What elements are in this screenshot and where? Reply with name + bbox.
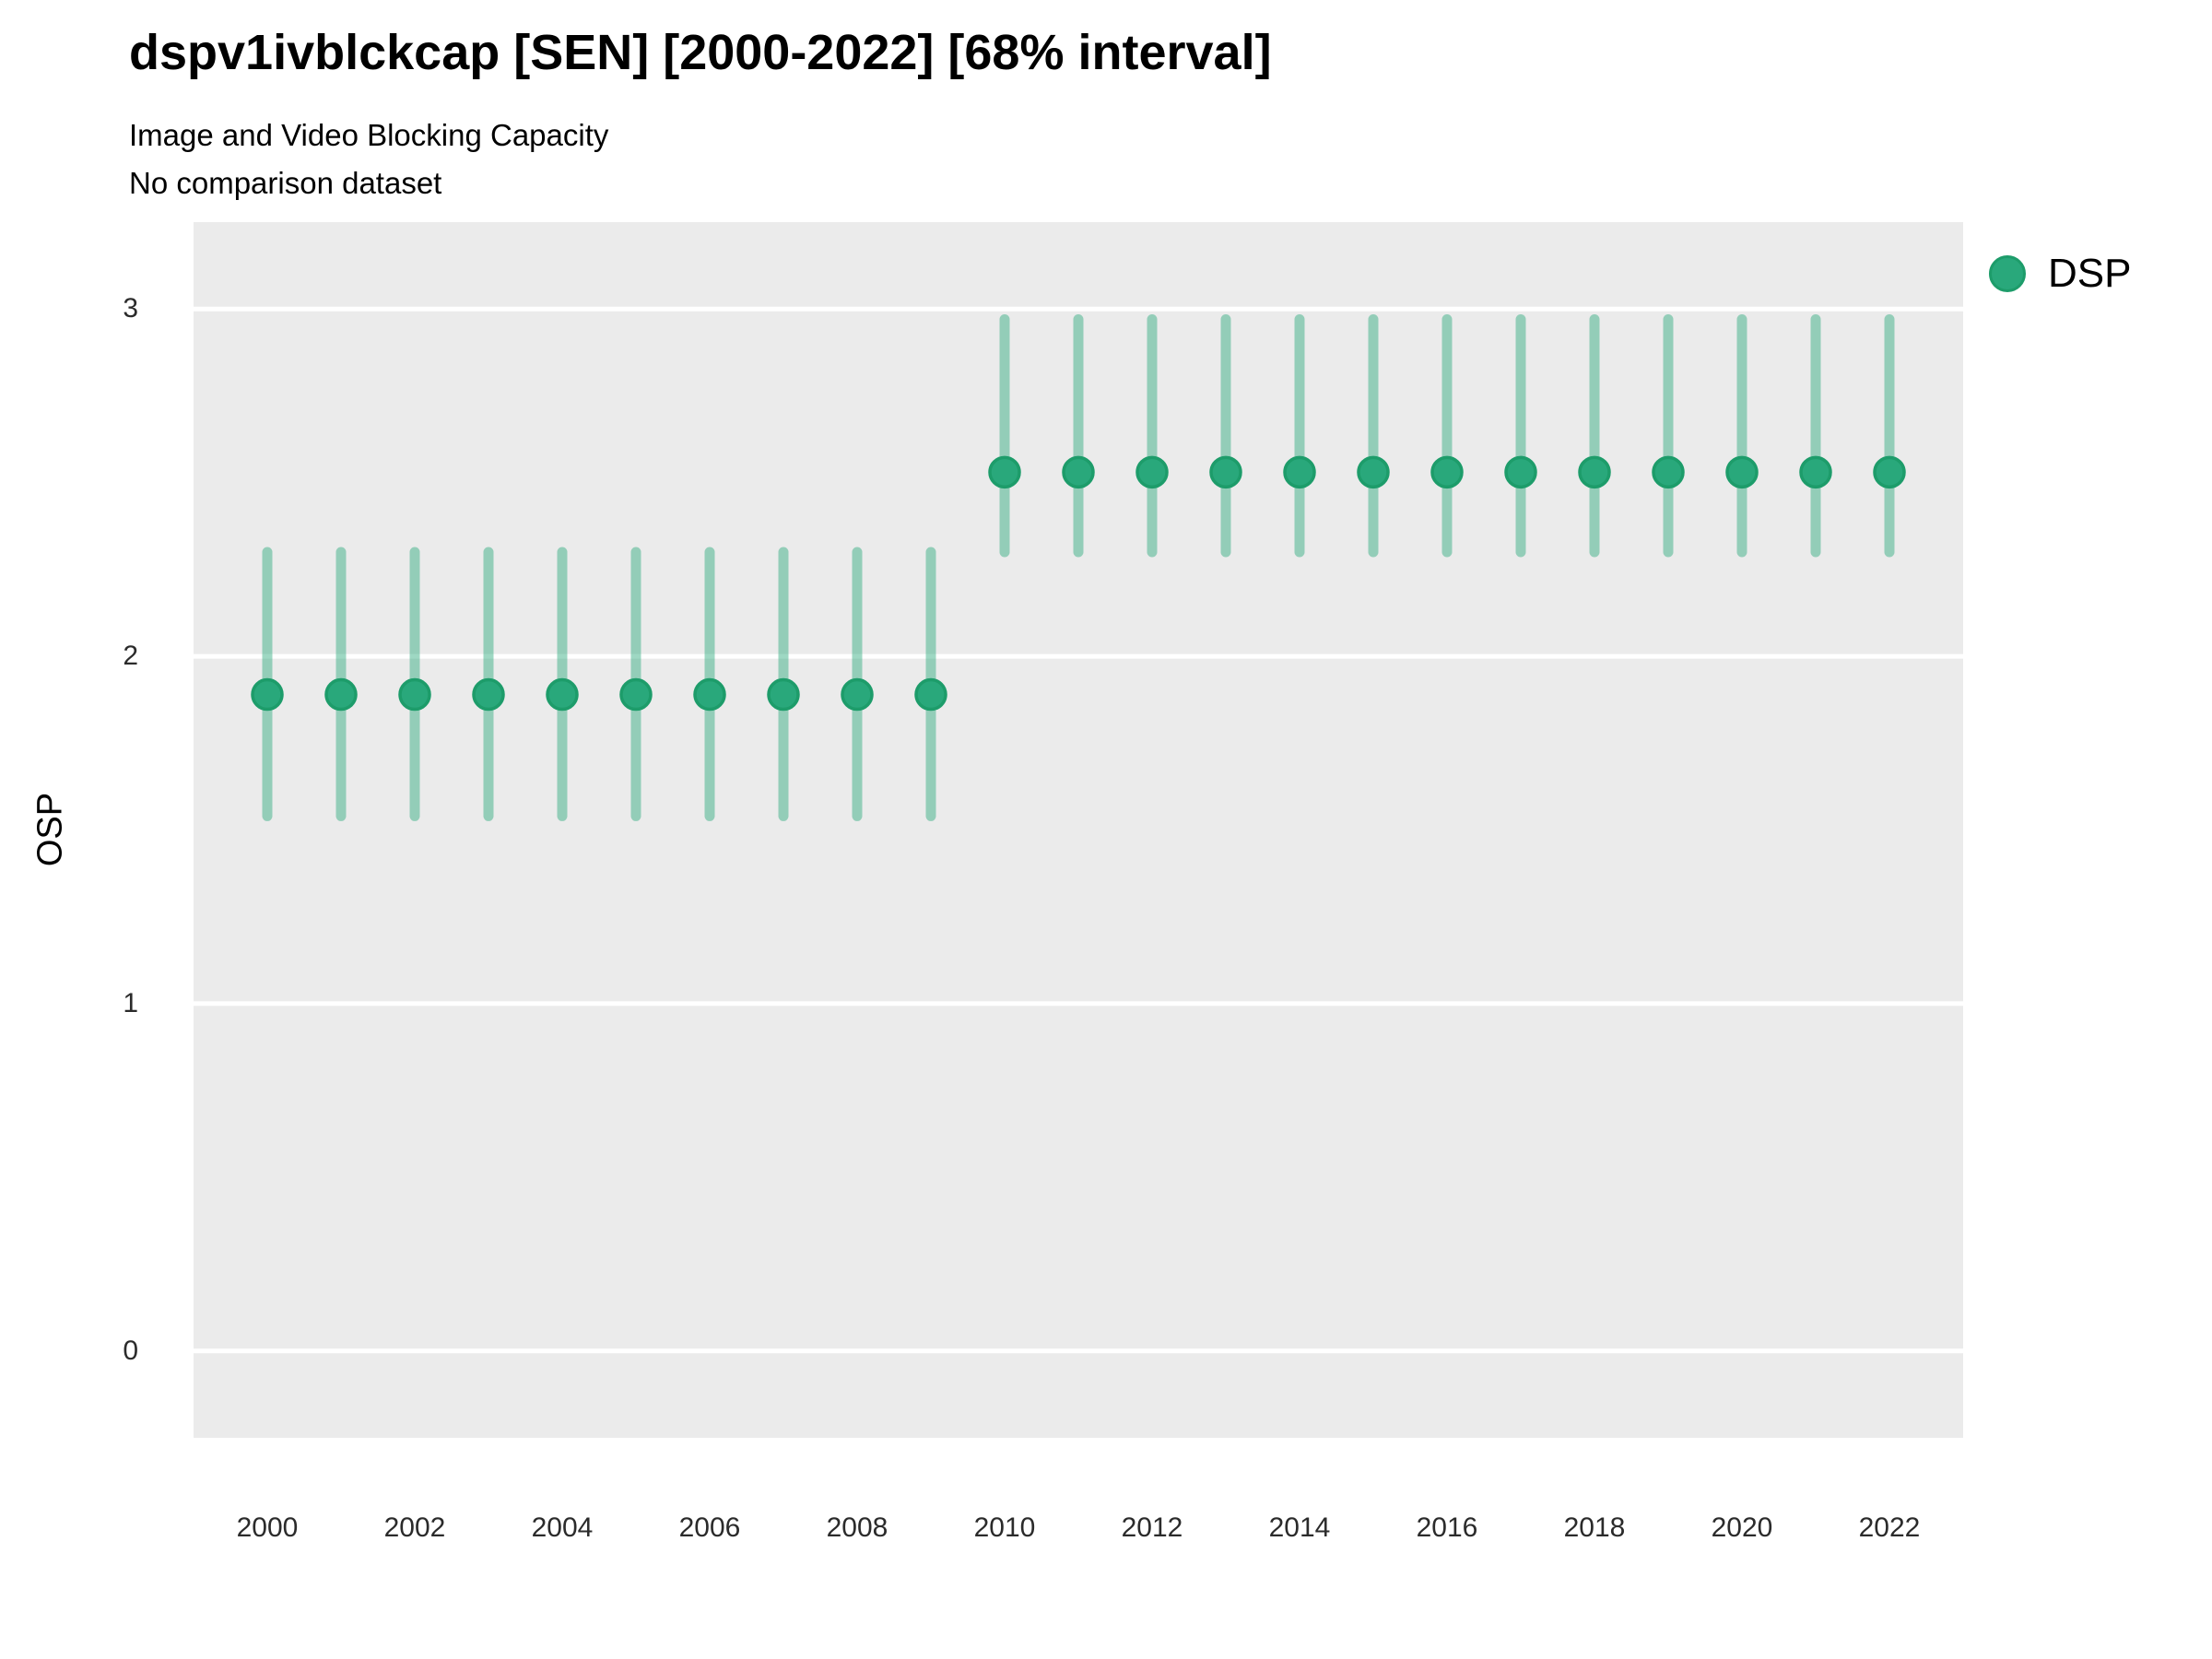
data-point (1652, 455, 1685, 489)
data-point (693, 677, 726, 712)
data-point (546, 677, 579, 712)
chart-subtitle: Image and Video Blocking Capacity (129, 118, 609, 152)
data-point (767, 677, 800, 712)
y-axis-tick-label: 3 (123, 293, 138, 324)
data-point (841, 677, 874, 712)
data-point (251, 677, 284, 712)
page-title: dspv1ivblckcap [SEN] [2000-2022] [68% in… (129, 25, 1272, 80)
x-axis-tick-label: 2018 (1563, 1512, 1626, 1543)
x-axis-tick-label: 2022 (1858, 1512, 1921, 1543)
data-point (1209, 455, 1242, 489)
x-axis-tick-label: 2010 (973, 1512, 1036, 1543)
x-axis-tick-label: 2000 (236, 1512, 299, 1543)
data-point (914, 677, 947, 712)
x-axis-tick-label: 2004 (531, 1512, 594, 1543)
data-point (398, 677, 431, 712)
data-point (619, 677, 653, 712)
plot-panel (194, 222, 1963, 1438)
legend-label: DSP (2048, 251, 2132, 296)
data-point (1578, 455, 1611, 489)
y-axis-title: OSP (30, 792, 70, 867)
x-axis-tick-label: 2012 (1121, 1512, 1183, 1543)
data-point (1357, 455, 1390, 489)
x-axis-tick-label: 2008 (826, 1512, 888, 1543)
x-axis-tick-label: 2016 (1416, 1512, 1478, 1543)
comparison-note: No comparison dataset (129, 166, 442, 200)
x-axis-tick-label: 2020 (1711, 1512, 1773, 1543)
data-point (1725, 455, 1759, 489)
x-axis-tick-label: 2002 (383, 1512, 446, 1543)
data-point (1430, 455, 1464, 489)
data-point (324, 677, 358, 712)
plot-area (194, 306, 1963, 1354)
data-point (1062, 455, 1095, 489)
data-point (472, 677, 505, 712)
data-point (1283, 455, 1316, 489)
data-point (1135, 455, 1169, 489)
data-point (1504, 455, 1537, 489)
y-axis-tick-label: 2 (123, 641, 138, 672)
legend: DSP (1989, 251, 2131, 297)
data-point (1799, 455, 1832, 489)
x-axis-tick-label: 2006 (678, 1512, 741, 1543)
legend-point-icon (1989, 255, 2026, 292)
data-point (1873, 455, 1906, 489)
y-axis-tick-label: 0 (123, 1335, 138, 1366)
y-axis-tick-label: 1 (123, 987, 138, 1018)
x-axis-tick-label: 2014 (1268, 1512, 1331, 1543)
data-point (988, 455, 1021, 489)
